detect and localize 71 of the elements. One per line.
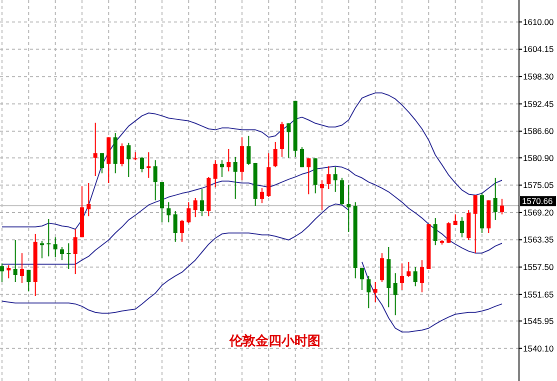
candlestick	[286, 122, 291, 158]
candlestick	[193, 197, 198, 218]
candlestick	[260, 188, 264, 204]
text: 伦敦金四小时图	[228, 333, 320, 348]
candlestick	[366, 275, 371, 309]
candlestick	[220, 160, 224, 178]
candlestick	[320, 180, 324, 211]
y-tick-label: 1563.35	[523, 234, 554, 245]
candlestick	[273, 141, 278, 168]
candlestick	[153, 160, 158, 201]
candlestick	[6, 264, 11, 279]
candlestick	[100, 152, 104, 174]
y-tick-label: 1604.15	[523, 44, 554, 54]
candlestick	[200, 188, 204, 217]
candlestick	[213, 160, 218, 188]
candlestick	[380, 252, 384, 283]
candlestick	[13, 239, 18, 283]
candlestick	[493, 177, 498, 220]
y-tick-label: 1557.50	[523, 262, 554, 272]
candlestick	[300, 146, 304, 168]
candlestick	[60, 246, 64, 261]
candlestick	[473, 194, 478, 254]
candlestick	[446, 222, 451, 244]
candlestick	[20, 252, 24, 284]
y-tick-label: 1540.10	[523, 343, 554, 354]
candlestick	[433, 218, 438, 246]
candlestick	[373, 282, 378, 303]
candlestick	[420, 260, 424, 293]
candlestick	[93, 122, 98, 177]
y-tick-label: 1575.05	[523, 180, 554, 190]
candlestick	[333, 166, 338, 192]
candlestick	[233, 156, 238, 200]
candlestick	[26, 269, 31, 292]
y-tick-label: 1580.90	[523, 152, 554, 163]
candlestick	[393, 272, 398, 316]
candlestick	[86, 182, 91, 217]
candlestick	[140, 156, 144, 173]
candlestick	[460, 216, 464, 238]
candlestick	[173, 210, 178, 242]
y-tick-label: 1569.20	[523, 207, 554, 218]
candlestick	[340, 177, 344, 206]
candlestick	[306, 158, 311, 195]
candlestick	[0, 262, 4, 283]
candlestick	[126, 142, 131, 178]
y-tick-label: 1545.95	[523, 316, 554, 326]
candlestick	[413, 266, 418, 287]
candlestick	[360, 268, 364, 290]
candlestick	[66, 242, 71, 270]
candlestick	[146, 152, 151, 178]
candlestick	[246, 135, 251, 166]
candlestick	[226, 148, 231, 172]
candlestick	[500, 198, 504, 215]
candlestick	[186, 202, 191, 224]
y-tick-label: 1610.00	[523, 16, 554, 27]
candlestick	[346, 184, 351, 233]
candlestick	[53, 236, 58, 258]
candlestick	[406, 261, 411, 278]
candlestick	[400, 262, 404, 290]
candlestick	[166, 202, 171, 223]
candlestick	[46, 218, 51, 257]
candlestick	[120, 142, 124, 167]
y-tick-label: 1551.65	[523, 289, 554, 300]
candlestick	[326, 166, 331, 190]
candlestick	[73, 228, 78, 275]
line-series	[2, 92, 502, 230]
y-tick-label: 1592.45	[523, 98, 554, 109]
y-tick-label: 1598.30	[523, 72, 554, 82]
ref-line-label: 1570.66	[522, 196, 553, 206]
candlestick	[180, 219, 184, 242]
y-tick-label: 1586.60	[523, 126, 554, 136]
line-series	[2, 166, 502, 265]
